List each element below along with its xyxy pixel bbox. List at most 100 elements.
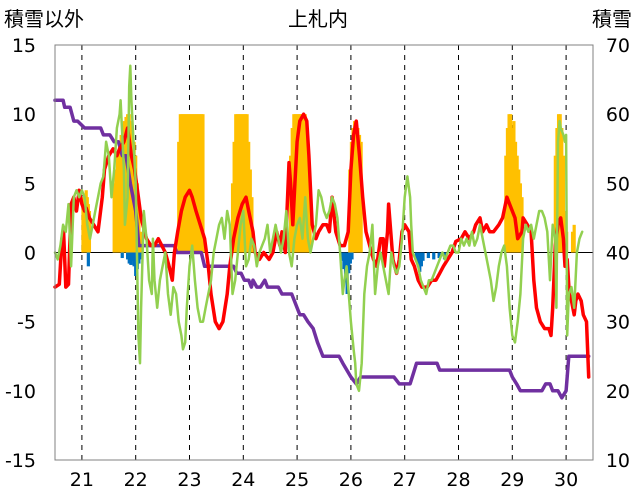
- right-tick-label: 60: [606, 104, 630, 126]
- bar-0-70: [356, 128, 360, 253]
- bar-0-57: [297, 114, 301, 253]
- bar-0-79: [513, 141, 518, 253]
- bar-0-76: [509, 114, 513, 253]
- bar-0-49: [247, 141, 251, 253]
- right-tick-label: 70: [606, 35, 630, 57]
- bar-0-71: [357, 134, 362, 253]
- bar-1-1: [120, 252, 124, 259]
- bar-1-16: [348, 252, 352, 264]
- right-axis: 70 60 50 40 30 20 10: [606, 35, 630, 472]
- bar-0-35: [196, 114, 200, 253]
- left-tick-label: -5: [17, 312, 36, 334]
- bar-0-24: [178, 114, 182, 253]
- right-tick-label: 10: [606, 450, 630, 472]
- bar-0-69: [354, 121, 358, 253]
- bar-layer: [81, 114, 576, 294]
- bar-0-7: [114, 169, 118, 253]
- bar-0-77: [510, 128, 514, 253]
- bar-0-92: [570, 231, 575, 253]
- right-axis-label: 積雪: [592, 7, 632, 31]
- bar-1-0: [86, 252, 90, 267]
- bar-0-13: [124, 116, 128, 253]
- bar-0-41: [234, 114, 238, 253]
- bar-0-23: [177, 141, 181, 253]
- bar-0-9: [117, 141, 122, 253]
- bar-1-19: [416, 252, 420, 267]
- x-tick-label: 25: [285, 469, 309, 491]
- left-tick-label: -15: [5, 450, 36, 472]
- bar-0-87: [558, 114, 562, 253]
- left-axis-label: 積雪以外: [4, 7, 84, 31]
- x-tick-label: 29: [500, 469, 524, 491]
- bar-0-10: [119, 134, 123, 253]
- bar-1-7: [134, 252, 138, 277]
- bar-1-20: [418, 252, 422, 272]
- bar-0-31: [190, 114, 194, 253]
- bar-0-74: [505, 128, 510, 253]
- left-tick-label: 10: [12, 104, 36, 126]
- bar-0-44: [239, 114, 243, 253]
- bar-0-36: [198, 114, 202, 253]
- x-tick-label: 28: [446, 469, 470, 491]
- x-axis: 21 22 23 24 25 26 27 28 29 30: [70, 469, 578, 491]
- bar-0-58: [298, 114, 302, 253]
- bar-0-38: [201, 114, 205, 253]
- series-line-4: [53, 64, 584, 393]
- left-tick-label: 15: [12, 35, 36, 57]
- bar-0-60: [301, 114, 306, 253]
- bar-0-28: [185, 114, 189, 253]
- bar-1-4: [129, 252, 133, 265]
- bar-0-93: [572, 224, 576, 253]
- bar-1-12: [342, 252, 346, 270]
- x-tick-label: 23: [177, 469, 201, 491]
- left-axis: 15 10 5 0 -5 -10 -15: [5, 35, 36, 472]
- bar-0-1: [82, 197, 87, 253]
- bar-0-27: [183, 114, 187, 253]
- bar-1-10: [138, 252, 143, 260]
- bar-0-29: [186, 114, 191, 253]
- bar-0-88: [560, 128, 564, 253]
- bar-0-39: [230, 183, 235, 253]
- bar-0-25: [180, 114, 184, 253]
- bar-0-84: [553, 155, 557, 253]
- bar-1-11: [340, 252, 344, 261]
- x-tick-label: 26: [339, 469, 363, 491]
- bar-0-61: [303, 114, 307, 253]
- right-tick-label: 20: [606, 381, 630, 403]
- bar-0-63: [306, 155, 310, 253]
- bar-0-47: [243, 114, 248, 253]
- bar-0-56: [295, 114, 299, 253]
- bar-1-23: [426, 252, 430, 259]
- bar-0-43: [237, 114, 241, 253]
- bar-0-59: [300, 114, 304, 253]
- x-tick-label: 30: [554, 469, 578, 491]
- series-line-3: [53, 112, 591, 379]
- bar-0-8: [115, 155, 120, 253]
- bar-0-90: [563, 211, 567, 253]
- bar-0-22: [138, 231, 143, 253]
- left-tick-label: 5: [24, 173, 36, 195]
- bar-0-40: [232, 141, 236, 253]
- left-tick-label: 0: [24, 243, 36, 265]
- bar-1-5: [130, 252, 135, 261]
- bar-0-89: [561, 155, 566, 253]
- bar-0-30: [188, 114, 192, 253]
- right-tick-label: 30: [606, 312, 630, 334]
- bar-1-9: [137, 252, 141, 264]
- bar-0-48: [245, 114, 249, 253]
- bar-0-75: [507, 114, 511, 253]
- bar-0-37: [199, 114, 203, 253]
- bar-0-64: [308, 183, 312, 253]
- bar-0-67: [351, 128, 355, 253]
- bar-1-24: [432, 252, 436, 260]
- x-tick-label: 27: [393, 469, 417, 491]
- bar-0-80: [515, 155, 519, 253]
- bar-0-45: [240, 114, 244, 253]
- line-layer: [53, 64, 591, 400]
- chart-title: 上札内: [288, 7, 348, 31]
- bar-1-2: [126, 252, 130, 260]
- bar-0-32: [191, 114, 195, 253]
- bar-0-62: [305, 128, 309, 253]
- bar-1-22: [421, 252, 425, 261]
